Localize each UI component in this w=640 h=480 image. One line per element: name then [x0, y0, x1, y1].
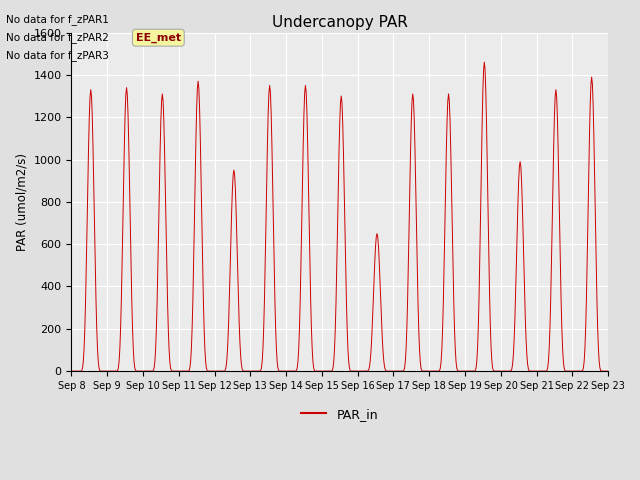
Title: Undercanopy PAR: Undercanopy PAR [272, 15, 408, 30]
Y-axis label: PAR (umol/m2/s): PAR (umol/m2/s) [15, 153, 28, 251]
Legend: PAR_in: PAR_in [296, 403, 383, 426]
Text: No data for f_zPAR1: No data for f_zPAR1 [6, 13, 109, 24]
Text: No data for f_zPAR2: No data for f_zPAR2 [6, 32, 109, 43]
Text: No data for f_zPAR3: No data for f_zPAR3 [6, 50, 109, 61]
Text: EE_met: EE_met [136, 33, 181, 43]
